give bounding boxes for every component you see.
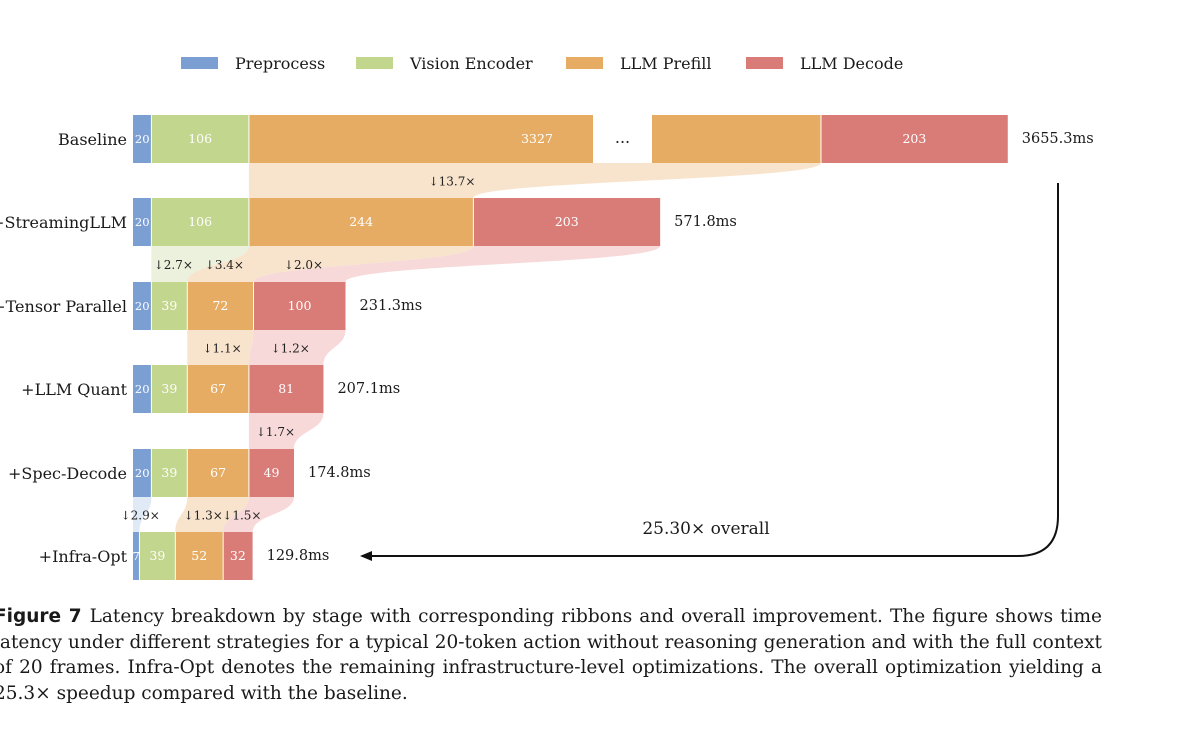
ribbon-dec-3 [253,246,661,282]
row-label-tensor-parallel: +Tensor Parallel [0,297,127,316]
bar-llm-quant-pf [187,365,249,413]
total-baseline: 3655.3ms [1022,131,1094,147]
bar-infra-opt-dec [223,532,253,580]
ribbon-label: ↓2.9× [121,509,160,523]
value-spec-decode-pf: 67 [210,465,226,480]
bar-spec-decode-pf [187,449,249,497]
total-infra-opt: 129.8ms [267,548,330,564]
row-label-streamingllm: +StreamingLLM [0,213,127,232]
value-baseline-dec: 203 [902,131,926,146]
ribbon-label: ↓1.5× [222,509,261,523]
bar-streamingllm-pre [133,198,152,246]
value-llm-quant-pre: 20 [135,382,150,396]
bar-spec-decode-vis [151,449,188,497]
value-infra-opt-dec: 32 [230,548,246,563]
ribbon-label: ↓3.4× [205,258,244,272]
total-llm-quant: 207.1ms [337,381,400,397]
value-spec-decode-vis: 39 [161,465,177,480]
bar-streamingllm-pf [248,198,474,246]
value-tensor-parallel-vis: 39 [161,298,177,313]
ribbon-pf-4 [187,330,254,365]
bar-streamingllm-dec [473,198,661,246]
value-baseline-pf: 3327 [521,131,553,146]
ribbon-label: ↓2.7× [154,258,193,272]
bar-infra-opt-vis [139,532,176,580]
value-infra-opt-pf: 52 [191,548,207,563]
legend-swatch-llm-prefill [566,57,603,69]
value-llm-quant-vis: 39 [161,381,177,396]
bar-baseline-pre [133,115,152,163]
value-infra-opt-pre: 7 [133,549,140,563]
ribbon-label: ↓13.7× [429,175,476,189]
ribbon-pre-7 [133,497,152,532]
bar-baseline-vis [151,115,249,163]
latency-breakdown-chart: ↓13.7× ↓2.7× ↓3.4× ↓2.0× ↓1.1× ↓1.2× ↓1.7× ↓2.9… [0,54,1094,580]
bar-tensor-parallel-pf [187,282,254,330]
legend-label-vision-encoder: Vision Encoder [409,54,533,73]
ribbon-dec-9 [223,497,294,532]
value-streamingllm-vis: 106 [188,214,212,229]
ribbon-label: ↓2.0× [284,258,323,272]
ribbon-dec-5 [248,330,346,365]
axis-break-ellipsis: ... [615,128,630,147]
ribbon-label: ↓1.2× [271,342,310,356]
value-spec-decode-dec: 49 [264,465,280,480]
value-baseline-pre: 20 [135,132,150,146]
bar-llm-quant-pre [133,365,152,413]
value-streamingllm-pre: 20 [135,215,150,229]
ribbon-dec-6 [248,413,324,449]
value-baseline-vis: 106 [188,131,212,146]
value-infra-opt-vis: 39 [149,548,165,563]
bar-baseline-pf [248,115,594,163]
value-llm-quant-dec: 81 [278,381,294,396]
bar-llm-quant-vis [151,365,188,413]
ribbon-pf-2 [187,246,474,282]
value-tensor-parallel-pre: 20 [135,299,150,313]
bar-infra-opt-pre [133,532,140,580]
legend-swatch-llm-decode [746,57,783,69]
value-streamingllm-dec: 203 [555,214,579,229]
ribbon-label: ↓1.1× [202,342,241,356]
overall-arrow [360,183,1059,561]
bar-tensor-parallel-pre [133,282,152,330]
total-spec-decode: 174.8ms [308,465,371,481]
value-tensor-parallel-dec: 100 [288,298,312,313]
bar-spec-decode-pre [133,449,152,497]
value-spec-decode-pre: 20 [135,466,150,480]
ribbon-pf-0 [248,163,822,198]
overall-label: 25.30× overall [642,519,769,539]
value-llm-quant-pf: 67 [210,381,226,396]
bar-baseline-dec [821,115,1008,163]
legend-swatch-preprocess [181,57,218,69]
bar-infra-opt-pf [175,532,224,580]
bar-baseline-pf-continued [652,115,821,163]
row-label-infra-opt: +Infra-Opt [39,547,128,566]
bar-tensor-parallel-vis [151,282,188,330]
bar-llm-quant-dec [248,365,324,413]
row-label-spec-decode: +Spec-Decode [8,464,127,483]
bar-spec-decode-dec [248,449,294,497]
caption-text: Latency breakdown by stage with correspo… [0,606,1102,704]
legend-swatch-vision-encoder [356,57,393,69]
ribbon-label: ↓1.7× [256,425,295,439]
bar-streamingllm-vis [151,198,249,246]
figure-caption: Figure 7 Latency breakdown by stage with … [0,604,1102,706]
value-tensor-parallel-pf: 72 [212,298,228,313]
row-label-baseline: Baseline [58,130,127,149]
legend-label-preprocess: Preprocess [235,54,325,73]
ribbon-pf-8 [175,497,249,532]
value-streamingllm-pf: 244 [349,214,373,229]
bar-tensor-parallel-dec [253,282,346,330]
ribbon-label: ↓1.3× [184,509,223,523]
ribbon-vis-1 [151,246,249,282]
row-label-llm-quant: +LLM Quant [21,380,127,399]
legend-label-llm-decode: LLM Decode [800,54,903,73]
total-streamingllm: 571.8ms [674,214,737,230]
total-tensor-parallel: 231.3ms [360,298,423,314]
figure-label: Figure 7 [0,606,82,627]
legend-label-llm-prefill: LLM Prefill [620,54,712,73]
